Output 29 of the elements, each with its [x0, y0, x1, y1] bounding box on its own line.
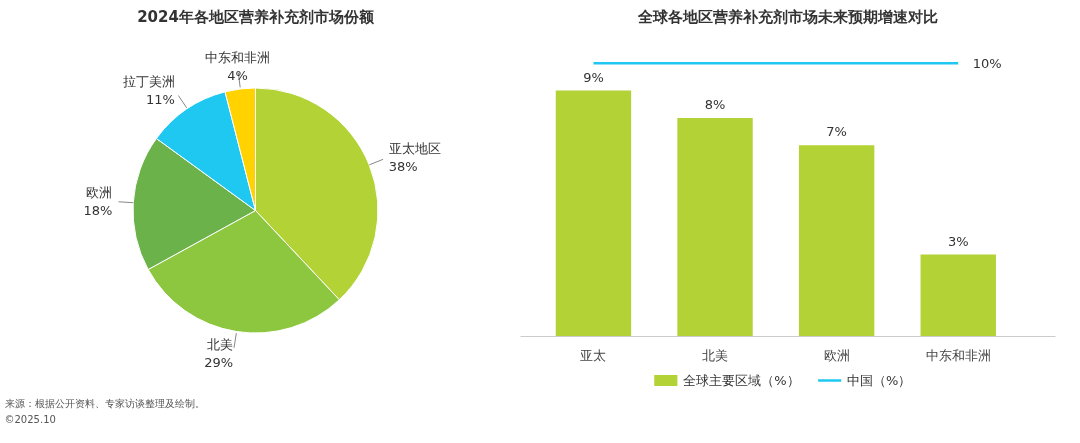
text: ©2025.10: [4, 414, 56, 425]
legend-label: 中国（%）: [847, 373, 912, 388]
slice-label: 北美: [207, 337, 234, 353]
data-label: 3%: [947, 233, 969, 249]
data-label: 7%: [826, 124, 847, 140]
x-tick-label: 北美: [702, 347, 729, 363]
data-label: 8%: [704, 96, 726, 112]
data-label: 29%: [204, 355, 234, 371]
slice-label: 亚太地区: [388, 140, 441, 156]
bar: [920, 254, 996, 337]
chart-title: 全球各地区营养补充剂市场未来预期增速对比: [637, 7, 938, 26]
slice-label: 中东和非洲: [205, 49, 271, 65]
source-note: 来源：根据公开资料、专家访谈整理及绘制。: [4, 398, 205, 409]
x-tick-label: 中东和非洲: [925, 347, 991, 363]
slice-label: 欧洲: [86, 184, 113, 200]
bar: [798, 145, 875, 337]
chart-title: 2024年各地区营养补充剂市场份额: [137, 7, 375, 26]
bar: [677, 117, 753, 337]
x-tick-label: 亚太: [580, 347, 607, 363]
data-label: 9%: [583, 69, 604, 85]
data-label: 4%: [227, 67, 248, 83]
slice-label: 拉丁美洲: [122, 73, 175, 89]
bar: [555, 90, 632, 337]
x-tick-label: 欧洲: [823, 347, 850, 363]
data-label: 10%: [972, 55, 1002, 71]
data-label: 11%: [146, 91, 175, 107]
data-label: 38%: [388, 158, 418, 174]
data-label: 18%: [83, 202, 113, 218]
legend-label: 全球主要区域（%）: [683, 373, 800, 388]
